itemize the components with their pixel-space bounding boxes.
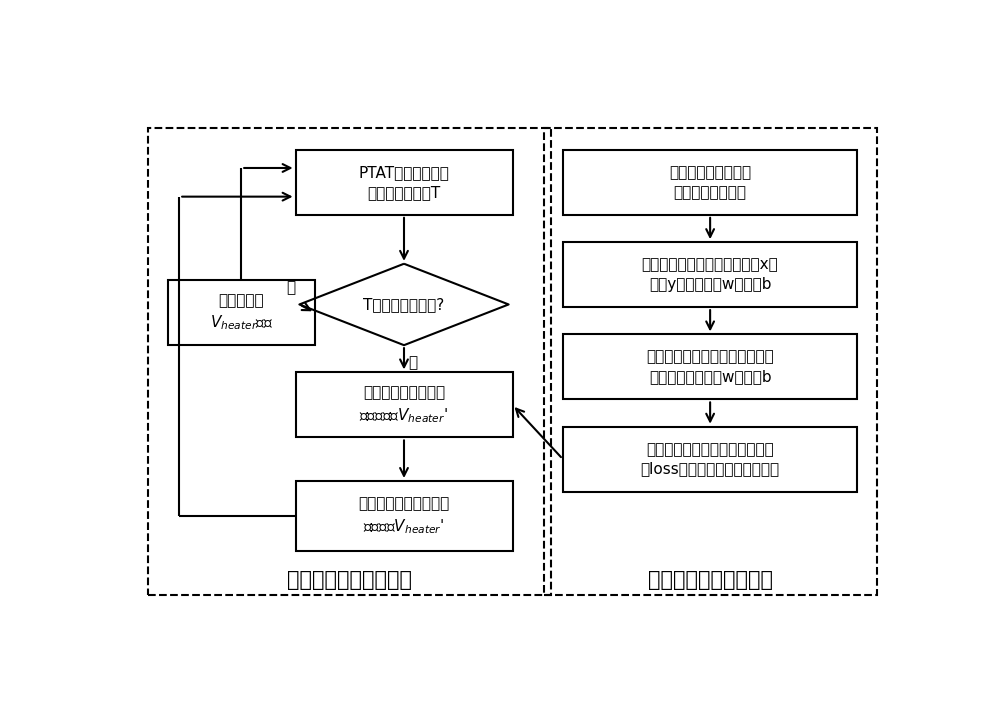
- Text: 神经网络处理器处理
得到更新的$V_{heater}$': 神经网络处理器处理 得到更新的$V_{heater}$': [359, 385, 449, 424]
- Text: 定义神经网络模型，包括输入x，
输出y及网络权重w和偏置b: 定义神经网络模型，包括输入x， 输出y及网络权重w和偏置b: [642, 257, 778, 292]
- Bar: [563, 427, 857, 492]
- Text: 采用梯度下降法最小化损失函数
值loss，得到神经网络成熟模型: 采用梯度下降法最小化损失函数 值loss，得到神经网络成熟模型: [641, 442, 780, 477]
- Text: 对神经网络模型进行训练，多次
迭代更新网络权重w和偏置b: 对神经网络模型进行训练，多次 迭代更新网络权重w和偏置b: [646, 350, 774, 384]
- Bar: [296, 481, 512, 551]
- Bar: [148, 128, 551, 595]
- Bar: [168, 280, 315, 345]
- Bar: [296, 149, 512, 215]
- Text: 微环谐振器热调谐过程: 微环谐振器热调谐过程: [287, 570, 412, 589]
- Bar: [296, 372, 512, 437]
- Text: 否: 否: [409, 355, 418, 370]
- Bar: [563, 334, 857, 400]
- Text: 加热器电压
$V_{heater}$不变: 加热器电压 $V_{heater}$不变: [210, 293, 273, 332]
- Text: 对样本数据进行随机
加噪，构造训练集: 对样本数据进行随机 加噪，构造训练集: [669, 165, 751, 200]
- Bar: [563, 149, 857, 215]
- Bar: [563, 242, 857, 307]
- Text: 加热器施加更新后的加
热器电压$V_{heater}$': 加热器施加更新后的加 热器电压$V_{heater}$': [358, 496, 450, 536]
- Bar: [544, 128, 877, 595]
- Text: T是否为目标温度?: T是否为目标温度?: [363, 297, 445, 312]
- Text: PTAT温度传感器测
量微环绝对温度T: PTAT温度传感器测 量微环绝对温度T: [359, 165, 449, 200]
- Text: 神经网络模型训练过程: 神经网络模型训练过程: [648, 570, 773, 589]
- Text: 是: 是: [286, 280, 296, 295]
